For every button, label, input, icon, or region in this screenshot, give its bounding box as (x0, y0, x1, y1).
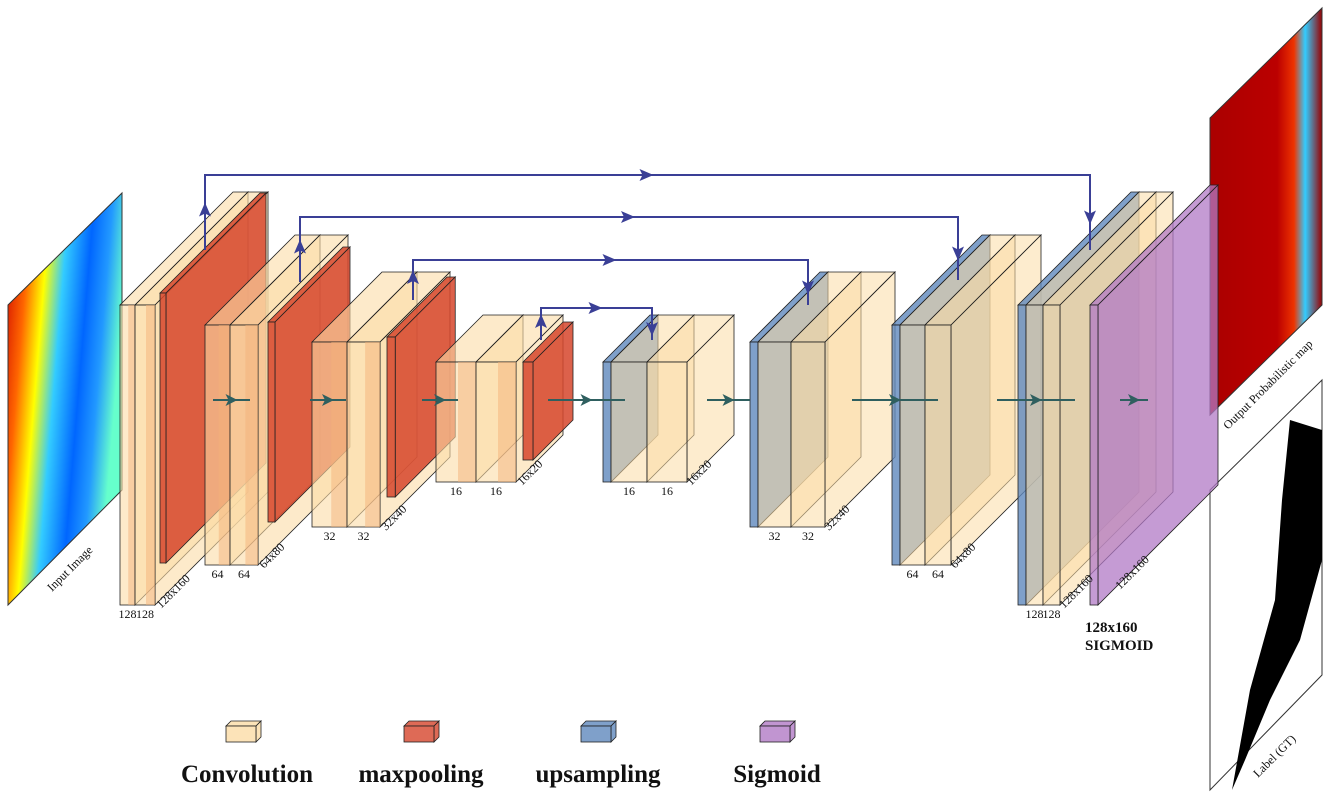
conv-front (1025, 304, 1044, 606)
pool-front (159, 292, 167, 564)
conv-front (790, 341, 826, 528)
arrow-head (225, 394, 238, 406)
legend-swatch-front (225, 725, 257, 743)
label: 16 (623, 484, 635, 498)
legend-label: Convolution (181, 761, 313, 788)
label: 32 (769, 529, 781, 543)
sigmoid-front (1089, 304, 1099, 606)
conv-front (899, 324, 926, 566)
legend-label: maxpooling (358, 761, 484, 788)
conv-front (924, 324, 952, 566)
arrow-head (199, 202, 211, 217)
label: 128 (1026, 607, 1044, 621)
legend-swatch-top (403, 720, 440, 727)
label: 64 (932, 567, 944, 581)
upsample-front (749, 341, 759, 528)
arrow-head (1128, 394, 1140, 406)
label: 32 (358, 529, 370, 543)
relu-band (146, 305, 155, 605)
legend-swatch-top (225, 720, 262, 727)
label: 128x160 (1085, 620, 1138, 636)
upsample-front (1017, 304, 1027, 606)
pool-front (522, 361, 534, 461)
label: 128 (136, 607, 154, 621)
pool-front (267, 321, 276, 523)
label: 128 (119, 607, 137, 621)
skip-connection (412, 259, 809, 305)
label: 64 (907, 567, 919, 581)
arrow-head (646, 322, 658, 336)
legend-swatch-front (580, 725, 612, 743)
arrow-head (722, 394, 735, 406)
conv-front (610, 361, 648, 483)
pool-front (386, 336, 396, 498)
arrow-head (602, 254, 617, 266)
legend-swatch-top (759, 720, 796, 727)
arrow-head (580, 394, 593, 406)
arrow-head (434, 394, 446, 406)
relu-band (128, 305, 135, 605)
label: 16 (490, 484, 502, 498)
relu-band (458, 362, 476, 482)
arrow-head (407, 270, 419, 284)
arrow-head (1084, 210, 1096, 225)
legend-swatch-front (759, 725, 791, 743)
arrow-head (588, 302, 603, 314)
arrow-head (1030, 394, 1042, 406)
conv-front (646, 361, 688, 483)
arrow-head (639, 169, 654, 181)
relu-band (331, 342, 347, 527)
label: 32 (324, 529, 336, 543)
legend-label: upsampling (535, 761, 661, 788)
upsample-front (602, 361, 612, 483)
label: 64 (238, 567, 250, 581)
arrow-head (952, 246, 964, 261)
label: SIGMOID (1085, 638, 1154, 654)
relu-band (365, 342, 380, 527)
relu-band (245, 325, 258, 565)
arrow-head (322, 394, 334, 406)
label-gt-mask (1232, 420, 1322, 790)
relu-band (498, 362, 516, 482)
arrow-head (294, 239, 306, 254)
label: 128 (1043, 607, 1061, 621)
label: 64 (212, 567, 224, 581)
arrows (199, 169, 1148, 406)
conv-front (1042, 304, 1061, 606)
arrow-head (889, 394, 901, 406)
upsample-front (891, 324, 901, 566)
label: 16 (661, 484, 673, 498)
arrow-head (621, 211, 635, 223)
arrow-head (802, 280, 814, 295)
input-image (7, 191, 123, 607)
legend-label: Sigmoid (733, 761, 821, 788)
label: 16 (450, 484, 462, 498)
legend-swatch-top (580, 720, 617, 727)
relu-band (218, 325, 230, 565)
layers (119, 184, 1219, 743)
label: 32 (802, 529, 814, 543)
legend-swatch-front (403, 725, 435, 743)
arrow-head (535, 314, 547, 328)
conv-front (757, 341, 792, 528)
